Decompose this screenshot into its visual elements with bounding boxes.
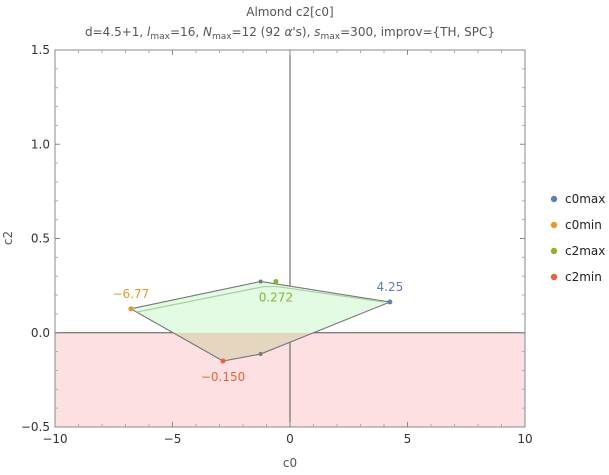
plot-area: −10 −5 0 5 10 −0.5 0.0 0.5 1.0 1.5 4.25 −6.77 0.272 −…	[21, 43, 533, 446]
chart-subtitle: d=4.5+1, lmax=16, Nmax=12 (92 α's), smax…	[85, 25, 495, 42]
series-point-c0max	[387, 300, 392, 305]
y-tick-label: 0.0	[31, 326, 50, 340]
data-label-c2min: −0.150	[201, 370, 245, 384]
legend-label-c2max: c2max	[565, 244, 605, 258]
y-tick-label: 0.5	[31, 232, 50, 246]
data-label-c0min: −6.77	[113, 287, 150, 301]
x-axis-label: c0	[283, 456, 297, 470]
chart-title: Almond c2[c0]	[246, 5, 333, 19]
legend-marker-c2min	[551, 274, 557, 280]
x-tick-label: 0	[286, 432, 294, 446]
data-label-c0max: 4.25	[377, 280, 404, 294]
legend-label-c0min: c0min	[565, 218, 602, 232]
legend-marker-c0max	[551, 196, 557, 202]
legend: c0max c0min c2max c2min	[551, 192, 606, 284]
legend-label-c2min: c2min	[565, 270, 602, 284]
x-tick-label: 10	[517, 432, 532, 446]
vertex-point	[259, 279, 263, 283]
x-tick-label: 5	[404, 432, 412, 446]
data-label-c2max: 0.272	[259, 290, 293, 304]
x-tick-label: −5	[164, 432, 182, 446]
y-tick-label: 1.0	[31, 137, 50, 151]
x-tick-label: −10	[42, 432, 67, 446]
y-axis-label: c2	[1, 231, 15, 245]
series-point-c0min	[128, 306, 133, 311]
vertex-point	[259, 352, 263, 356]
series-point-c2min	[221, 359, 226, 364]
y-tick-label: −0.5	[21, 420, 50, 434]
legend-marker-c0min	[551, 222, 557, 228]
series-point-c2max	[273, 279, 278, 284]
legend-marker-c2max	[551, 248, 557, 254]
y-tick-label: 1.5	[31, 43, 50, 57]
legend-label-c0max: c0max	[565, 192, 605, 206]
